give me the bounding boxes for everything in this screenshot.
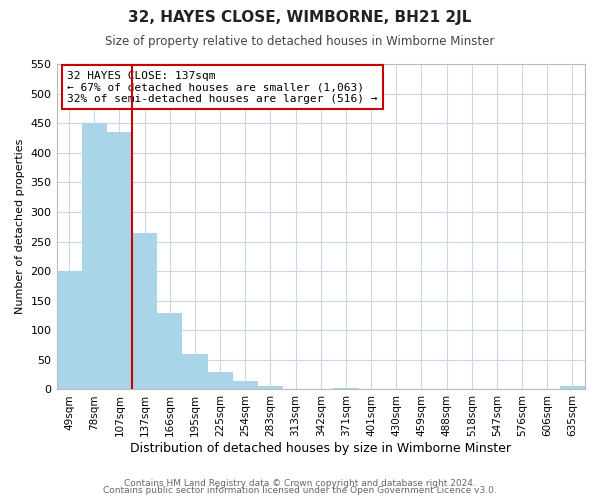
Bar bbox=[233, 380, 258, 390]
Text: Contains HM Land Registry data © Crown copyright and database right 2024.: Contains HM Land Registry data © Crown c… bbox=[124, 478, 476, 488]
X-axis label: Distribution of detached houses by size in Wimborne Minster: Distribution of detached houses by size … bbox=[130, 442, 511, 455]
Bar bbox=[182, 354, 208, 390]
Text: 32, HAYES CLOSE, WIMBORNE, BH21 2JL: 32, HAYES CLOSE, WIMBORNE, BH21 2JL bbox=[128, 10, 472, 25]
Text: 32 HAYES CLOSE: 137sqm
← 67% of detached houses are smaller (1,063)
32% of semi-: 32 HAYES CLOSE: 137sqm ← 67% of detached… bbox=[67, 70, 377, 104]
Bar bbox=[208, 372, 233, 390]
Bar bbox=[82, 123, 107, 390]
Text: Contains public sector information licensed under the Open Government Licence v3: Contains public sector information licen… bbox=[103, 486, 497, 495]
Text: Size of property relative to detached houses in Wimborne Minster: Size of property relative to detached ho… bbox=[106, 35, 494, 48]
Bar bbox=[560, 386, 585, 390]
Bar bbox=[56, 271, 82, 390]
Bar bbox=[132, 232, 157, 390]
Bar bbox=[258, 386, 283, 390]
Y-axis label: Number of detached properties: Number of detached properties bbox=[15, 139, 25, 314]
Bar bbox=[334, 388, 359, 390]
Bar bbox=[157, 312, 182, 390]
Bar bbox=[107, 132, 132, 390]
